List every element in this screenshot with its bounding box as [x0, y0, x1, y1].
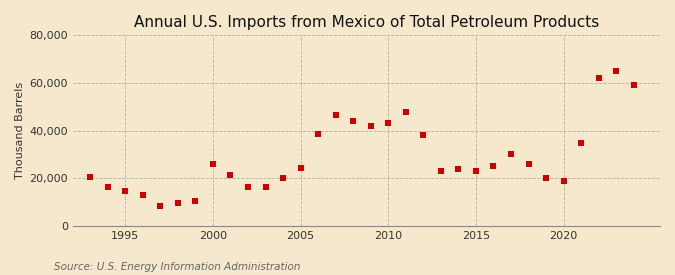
- Point: [120, 189, 131, 194]
- Y-axis label: Thousand Barrels: Thousand Barrels: [15, 82, 25, 179]
- Point: [558, 178, 569, 183]
- Point: [506, 152, 516, 157]
- Text: Source: U.S. Energy Information Administration: Source: U.S. Energy Information Administ…: [54, 262, 300, 272]
- Point: [541, 176, 551, 180]
- Point: [488, 164, 499, 169]
- Point: [260, 184, 271, 189]
- Point: [576, 140, 587, 145]
- Point: [365, 124, 376, 128]
- Title: Annual U.S. Imports from Mexico of Total Petroleum Products: Annual U.S. Imports from Mexico of Total…: [134, 15, 599, 30]
- Point: [190, 199, 200, 203]
- Point: [418, 133, 429, 138]
- Point: [313, 132, 323, 136]
- Point: [593, 76, 604, 80]
- Point: [103, 184, 113, 189]
- Point: [470, 169, 481, 173]
- Point: [138, 193, 148, 197]
- Point: [155, 204, 166, 208]
- Point: [225, 172, 236, 177]
- Point: [295, 165, 306, 170]
- Point: [383, 121, 394, 126]
- Point: [435, 169, 446, 173]
- Point: [453, 167, 464, 171]
- Point: [611, 69, 622, 73]
- Point: [277, 176, 288, 180]
- Point: [242, 184, 253, 189]
- Point: [207, 162, 218, 166]
- Point: [400, 109, 411, 114]
- Point: [330, 113, 341, 117]
- Point: [172, 201, 183, 205]
- Point: [628, 83, 639, 87]
- Point: [348, 119, 358, 123]
- Point: [85, 175, 96, 179]
- Point: [523, 162, 534, 166]
